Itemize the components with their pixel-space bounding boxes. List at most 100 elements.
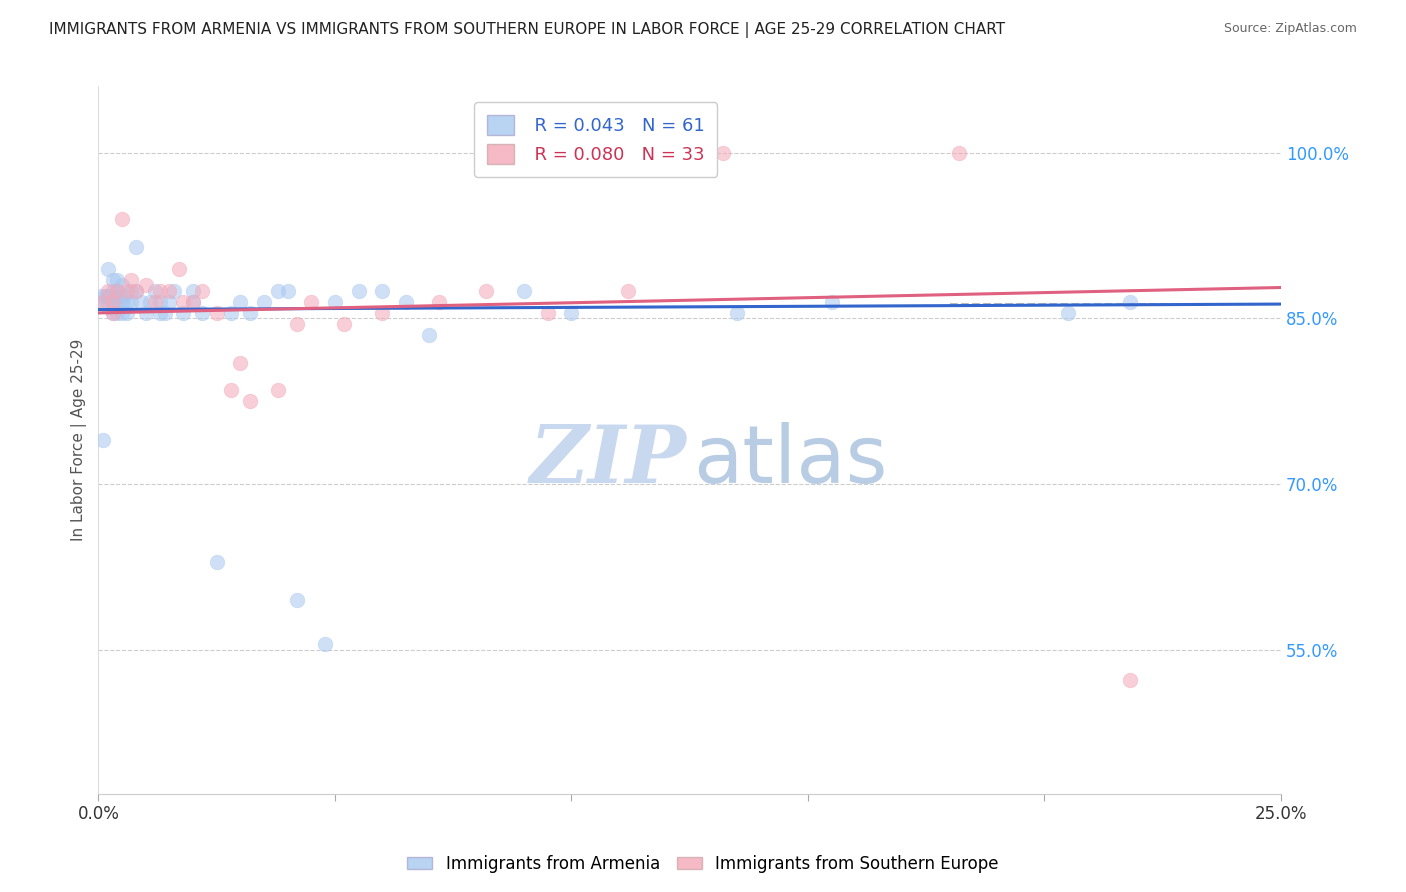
Legend:   R = 0.043   N = 61,   R = 0.080   N = 33: R = 0.043 N = 61, R = 0.080 N = 33 — [474, 103, 717, 177]
Point — [121, 273, 143, 287]
Point — [115, 294, 138, 309]
Point — [91, 294, 114, 309]
Point — [371, 284, 394, 298]
Point — [205, 306, 228, 320]
Point — [205, 555, 228, 569]
Point — [371, 306, 394, 320]
Point — [560, 306, 582, 320]
Point — [163, 284, 186, 298]
Text: ZIP: ZIP — [529, 423, 686, 500]
Point — [820, 294, 842, 309]
Point — [105, 284, 128, 298]
Point — [97, 261, 120, 276]
Point — [1057, 306, 1080, 320]
Point — [191, 306, 214, 320]
Point — [157, 284, 180, 298]
Point — [101, 273, 124, 287]
Point — [285, 593, 308, 607]
Point — [427, 294, 450, 309]
Point — [149, 284, 172, 298]
Text: Source: ZipAtlas.com: Source: ZipAtlas.com — [1223, 22, 1357, 36]
Point — [537, 306, 560, 320]
Point — [121, 294, 143, 309]
Point — [129, 294, 152, 309]
Point — [143, 284, 166, 298]
Point — [253, 294, 276, 309]
Point — [115, 306, 138, 320]
Point — [299, 294, 322, 309]
Text: IMMIGRANTS FROM ARMENIA VS IMMIGRANTS FROM SOUTHERN EUROPE IN LABOR FORCE | AGE : IMMIGRANTS FROM ARMENIA VS IMMIGRANTS FR… — [49, 22, 1005, 38]
Point — [143, 294, 166, 309]
Point — [121, 284, 143, 298]
Point — [139, 294, 162, 309]
Point — [125, 284, 148, 298]
Point — [101, 306, 124, 320]
Point — [105, 273, 128, 287]
Point — [285, 317, 308, 331]
Point — [112, 289, 135, 303]
Point — [135, 306, 157, 320]
Point — [105, 284, 128, 298]
Point — [111, 306, 134, 320]
Point — [239, 306, 262, 320]
Point — [105, 306, 128, 320]
Point — [91, 294, 114, 309]
Point — [277, 284, 299, 298]
Point — [94, 289, 117, 303]
Point — [725, 306, 748, 320]
Point — [229, 294, 252, 309]
Point — [111, 278, 134, 293]
Point — [229, 356, 252, 370]
Point — [181, 284, 204, 298]
Point — [191, 284, 214, 298]
Point — [105, 294, 128, 309]
Point — [239, 394, 262, 409]
Point — [219, 306, 242, 320]
Point — [97, 284, 120, 298]
Point — [173, 306, 195, 320]
Point — [323, 294, 346, 309]
Point — [104, 289, 127, 303]
Y-axis label: In Labor Force | Age 25-29: In Labor Force | Age 25-29 — [72, 339, 87, 541]
Point — [948, 145, 970, 160]
Point — [91, 433, 114, 447]
Point — [135, 278, 157, 293]
Point — [395, 294, 418, 309]
Point — [267, 384, 290, 398]
Point — [181, 294, 204, 309]
Legend: Immigrants from Armenia, Immigrants from Southern Europe: Immigrants from Armenia, Immigrants from… — [401, 848, 1005, 880]
Point — [97, 289, 120, 303]
Point — [617, 284, 640, 298]
Point — [111, 211, 134, 226]
Point — [418, 328, 440, 343]
Point — [267, 284, 290, 298]
Point — [97, 301, 120, 315]
Point — [711, 145, 734, 160]
Point — [125, 284, 148, 298]
Point — [1118, 673, 1140, 687]
Point — [90, 289, 112, 303]
Point — [347, 284, 370, 298]
Point — [101, 306, 124, 320]
Point — [149, 294, 172, 309]
Point — [1118, 294, 1140, 309]
Point — [153, 306, 176, 320]
Point — [333, 317, 356, 331]
Point — [101, 284, 124, 298]
Point — [101, 294, 124, 309]
Point — [173, 294, 195, 309]
Point — [181, 294, 204, 309]
Point — [475, 284, 498, 298]
Point — [157, 294, 180, 309]
Text: atlas: atlas — [693, 422, 887, 500]
Point — [108, 289, 131, 303]
Point — [219, 384, 242, 398]
Point — [513, 284, 536, 298]
Point — [125, 239, 148, 253]
Point — [167, 261, 190, 276]
Point — [115, 284, 138, 298]
Point — [314, 638, 336, 652]
Point — [101, 294, 124, 309]
Point — [149, 306, 172, 320]
Point — [98, 289, 121, 303]
